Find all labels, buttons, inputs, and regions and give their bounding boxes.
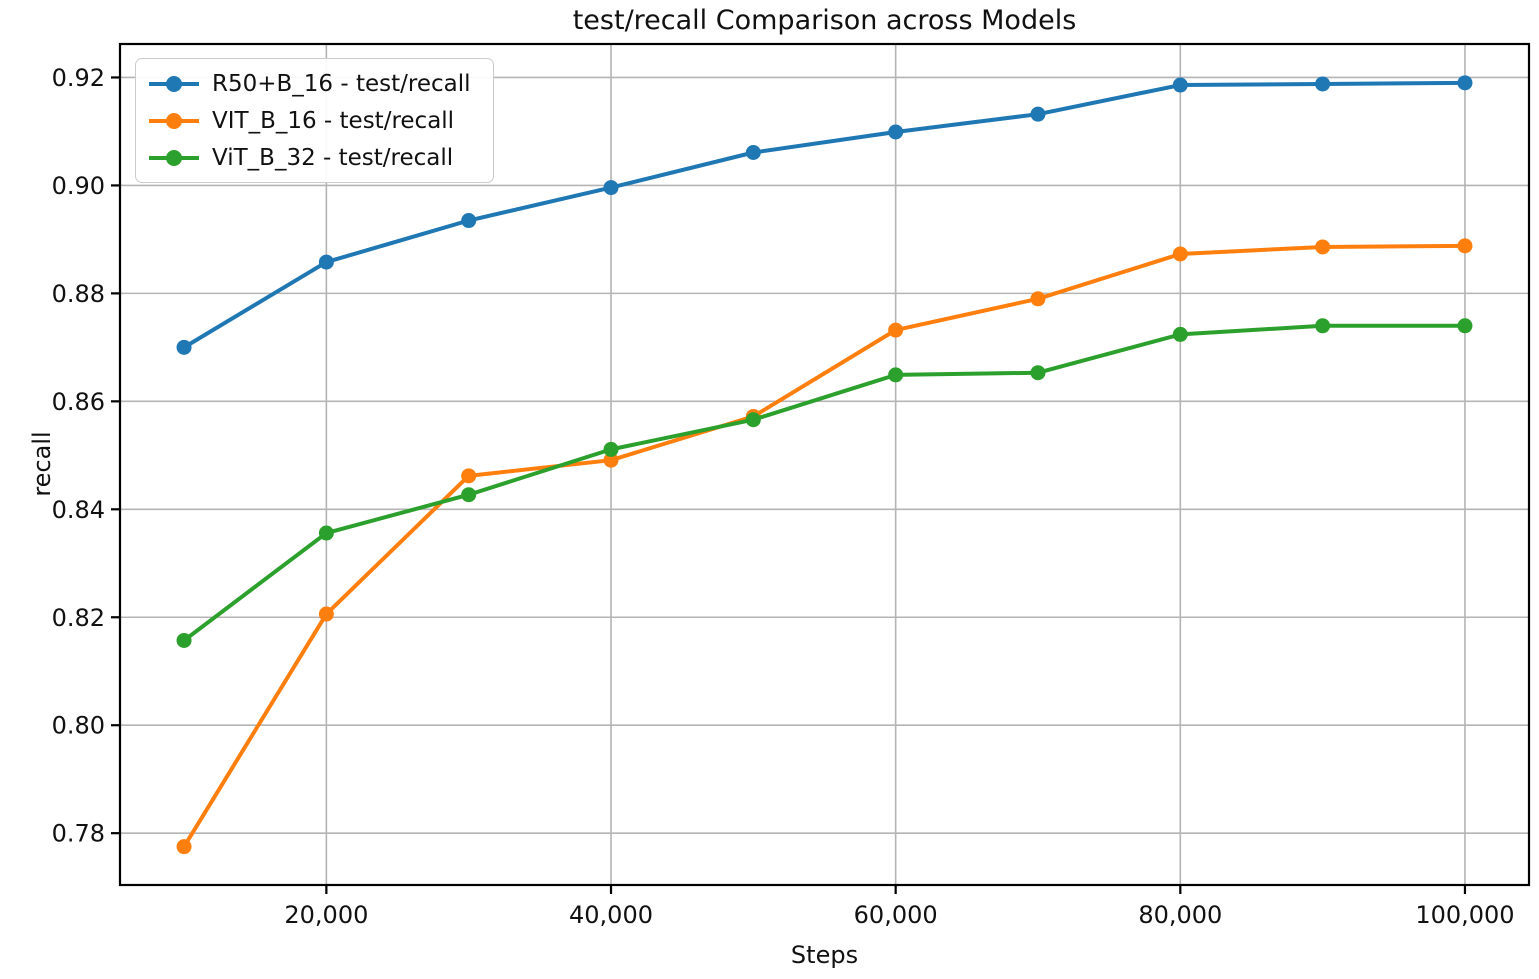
x-tick-label: 40,000	[569, 901, 653, 929]
data-point-marker	[1457, 75, 1473, 91]
data-point-marker	[1172, 326, 1188, 342]
y-tick-label: 0.78	[52, 820, 105, 848]
data-point-marker	[745, 412, 761, 428]
series-0	[176, 75, 1473, 355]
series-2	[176, 318, 1473, 648]
data-point-marker	[888, 124, 904, 140]
data-point-marker	[603, 180, 619, 196]
y-tick-label: 0.92	[52, 64, 105, 92]
data-point-marker	[176, 839, 192, 855]
legend-dot	[166, 112, 182, 129]
y-tick-label: 0.88	[52, 280, 105, 308]
x-tick-label: 80,000	[1138, 901, 1222, 929]
data-point-marker	[1315, 239, 1331, 255]
legend-item-1: VIT_B_16 - test/recall	[148, 104, 471, 137]
data-point-marker	[461, 213, 477, 229]
data-point-marker	[1315, 318, 1331, 334]
data-point-marker	[888, 322, 904, 338]
data-point-marker	[603, 452, 619, 468]
y-tick-label: 0.82	[52, 604, 105, 632]
legend-dot	[166, 75, 182, 92]
y-tick-label: 0.86	[52, 388, 105, 416]
y-tick-label: 0.84	[52, 496, 105, 524]
data-point-marker	[318, 606, 334, 622]
data-point-marker	[745, 144, 761, 160]
series-1	[176, 238, 1473, 855]
legend-dot	[166, 149, 182, 166]
legend-marker-icon	[149, 149, 199, 166]
y-axis-label: recall	[28, 431, 56, 497]
legend-marker-icon	[149, 112, 199, 129]
legend-marker-icon	[149, 75, 199, 92]
data-point-marker	[888, 367, 904, 383]
x-axis-label: Steps	[790, 941, 859, 969]
data-point-marker	[1172, 246, 1188, 262]
legend-label: R50+B_16 - test/recall	[212, 70, 471, 97]
legend-item-0: R50+B_16 - test/recall	[148, 67, 471, 100]
data-point-marker	[1030, 106, 1046, 122]
data-point-marker	[318, 525, 334, 541]
series-line	[182, 323, 1467, 643]
data-point-marker	[461, 468, 477, 484]
data-point-marker	[1030, 291, 1046, 307]
series-line	[182, 243, 1467, 849]
legend-item-2: ViT_B_32 - test/recall	[148, 141, 471, 174]
legend-label: ViT_B_32 - test/recall	[212, 144, 454, 171]
data-point-marker	[1172, 77, 1188, 93]
data-point-marker	[1030, 365, 1046, 381]
data-point-marker	[176, 339, 192, 355]
legend: R50+B_16 - test/recall VIT_B_16 - test/re…	[135, 58, 494, 183]
x-tick-label: 20,000	[284, 901, 368, 929]
data-point-marker	[461, 487, 477, 503]
plot-border	[118, 42, 1531, 887]
data-point-marker	[603, 441, 619, 457]
x-tick-label: 60,000	[854, 901, 938, 929]
data-point-marker	[176, 632, 192, 648]
data-point-marker	[1457, 238, 1473, 254]
data-point-marker	[1315, 76, 1331, 92]
data-point-marker	[318, 254, 334, 270]
legend-label: VIT_B_16 - test/recall	[212, 107, 455, 134]
y-tick-label: 0.80	[52, 712, 105, 740]
x-tick-label: 100,000	[1415, 901, 1514, 929]
chart-title: test/recall Comparison across Models	[572, 5, 1077, 36]
y-tick-label: 0.90	[52, 172, 105, 200]
data-point-marker	[1457, 318, 1473, 334]
series-line	[182, 80, 1467, 350]
